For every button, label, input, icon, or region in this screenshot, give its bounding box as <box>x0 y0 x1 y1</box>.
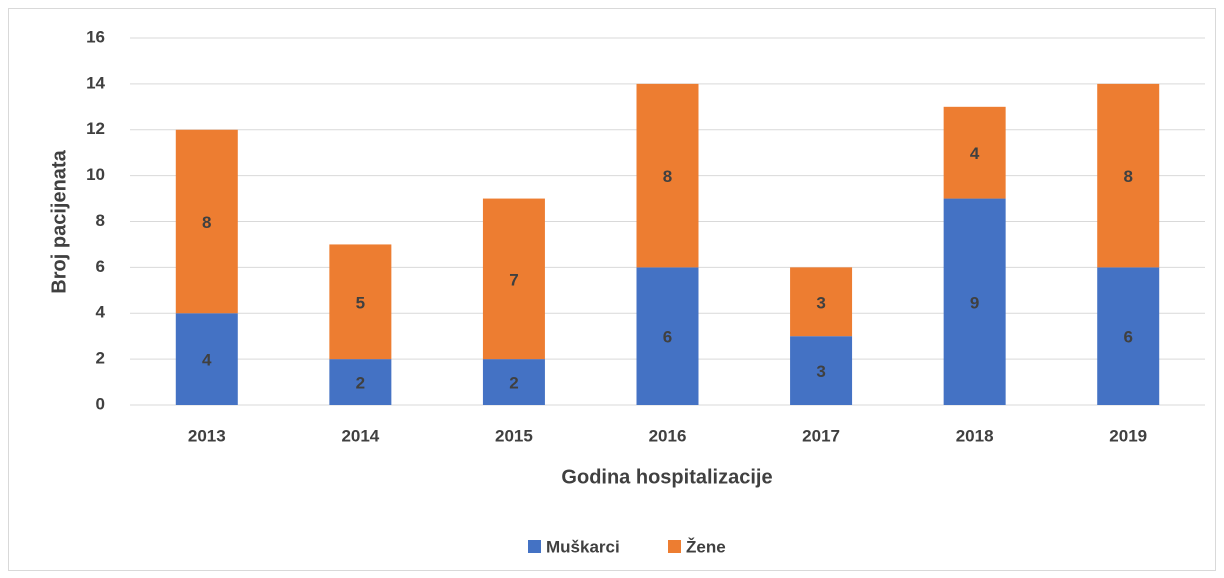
bar-segment <box>790 267 853 337</box>
y-axis-title: Broj pacijenata <box>48 149 70 293</box>
y-tick-label: 6 <box>96 257 105 276</box>
bar-segment <box>482 198 545 360</box>
data-label: 3 <box>816 362 825 381</box>
legend-label: Žene <box>686 537 726 556</box>
legend-swatch <box>528 540 541 553</box>
bar-segment <box>943 198 1006 405</box>
data-label: 8 <box>202 213 211 232</box>
x-tick-label: 2019 <box>1109 426 1147 445</box>
x-tick-label: 2015 <box>495 426 533 445</box>
x-tick-label: 2014 <box>341 426 379 445</box>
y-tick-label: 0 <box>96 394 105 413</box>
data-label: 4 <box>202 351 212 370</box>
y-tick-label: 10 <box>86 165 105 184</box>
y-tick-label: 8 <box>96 211 105 230</box>
bar-segment <box>790 336 853 405</box>
y-tick-label: 14 <box>86 73 105 92</box>
bar-segment <box>1097 83 1160 268</box>
y-tick-label: 16 <box>86 27 105 46</box>
bar-segment <box>943 106 1006 199</box>
y-tick-label: 4 <box>96 303 106 322</box>
data-label: 3 <box>816 293 825 312</box>
x-tick-label: 2016 <box>649 426 687 445</box>
data-label: 9 <box>970 293 979 312</box>
legend-swatch <box>668 540 681 553</box>
data-label: 5 <box>356 293 365 312</box>
x-tick-label: 2013 <box>188 426 226 445</box>
bar-segment <box>329 359 392 405</box>
bar-segment <box>1097 267 1160 405</box>
data-label: 8 <box>1123 167 1132 186</box>
data-label: 4 <box>970 144 980 163</box>
data-label: 7 <box>509 270 518 289</box>
bar-segment <box>482 359 545 405</box>
x-axis-title: Godina hospitalizacije <box>561 466 772 488</box>
bar-segment <box>175 129 238 314</box>
data-label: 6 <box>1123 328 1132 347</box>
data-label: 2 <box>356 374 365 393</box>
data-label: 2 <box>509 374 518 393</box>
y-tick-label: 2 <box>96 349 105 368</box>
bar-segment <box>636 267 699 405</box>
y-tick-label: 12 <box>86 119 105 138</box>
x-tick-label: 2018 <box>956 426 994 445</box>
x-tick-label: 2017 <box>802 426 840 445</box>
legend-label: Muškarci <box>546 537 620 556</box>
data-label: 8 <box>663 167 672 186</box>
bar-segment <box>175 313 238 405</box>
bar-segment <box>329 244 392 360</box>
data-label: 6 <box>663 328 672 347</box>
bar-segment <box>636 83 699 268</box>
